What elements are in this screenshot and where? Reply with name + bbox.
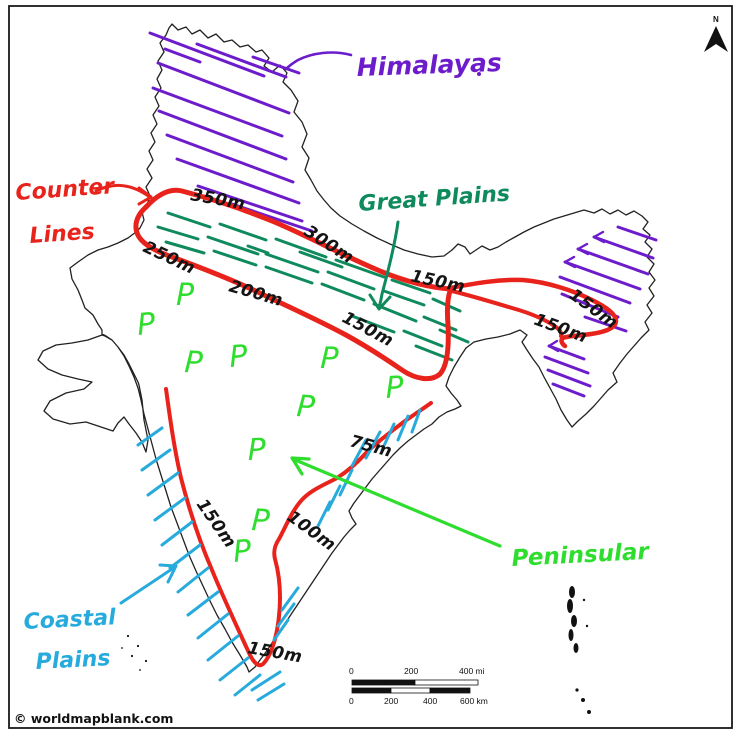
north-arrow: N <box>704 15 728 52</box>
coastal-plains-label-line1: Coastal <box>23 605 117 635</box>
plateau-p-mark: P <box>176 278 195 313</box>
great-plains-dashes <box>156 211 470 362</box>
northeast-hatch-arrowheads <box>547 230 606 353</box>
india-outline-main <box>37 23 656 673</box>
great-plains-arrow <box>368 220 400 311</box>
scale-mi-tick: 200 <box>404 666 418 676</box>
contour-plains-lower <box>133 204 453 382</box>
plateau-p-mark: P <box>184 345 205 381</box>
andaman-nicobar-islands <box>567 586 591 714</box>
scale-bar-mi-segment <box>414 679 479 686</box>
contour-lines-red <box>133 187 619 668</box>
contour-elevation-label: 100m <box>283 507 339 556</box>
himalayas-label-dot <box>477 72 481 76</box>
himalayas-label: Himalayas <box>356 48 502 82</box>
himalaya-hatch-lines <box>148 31 314 233</box>
scale-bar-km-segment <box>390 687 431 694</box>
scale-mi-tick: 400 mi <box>459 666 485 676</box>
contour-elevation-label: 200m <box>227 277 286 311</box>
contour-northeast-tongue-lower <box>450 289 564 338</box>
north-arrow-icon <box>704 26 728 52</box>
plateau-p-mark: P <box>320 341 340 377</box>
contour-elevation-label: 150m <box>409 266 467 297</box>
himalayas-connector-line <box>284 51 353 71</box>
scale-km-tick: 200 <box>384 696 398 706</box>
scale-km-tick: 600 km <box>460 696 488 706</box>
contour-elevation-label: 350m <box>189 185 247 214</box>
coastal-plains-label-line2: Plains <box>35 646 111 675</box>
coastal-plains-arrow <box>119 563 178 605</box>
plateau-p-mark: P <box>247 432 267 468</box>
plateau-p-mark: P <box>385 370 406 406</box>
counter-lines-arrow <box>94 183 153 206</box>
west-coast-hatch <box>136 426 262 697</box>
scale-bar: 0 200 400 mi 0 200 400 600 km <box>349 666 488 706</box>
plateau-p-mark: P <box>136 306 158 343</box>
north-arrow-n-label: N <box>713 15 719 24</box>
great-plains-label: Great Plains <box>358 181 511 217</box>
plateau-p-mark: P <box>295 389 316 425</box>
lakshadweep-islands <box>121 634 148 671</box>
northeast-hatch-lines <box>543 225 658 398</box>
plateau-p-marks: P P P P P P P P P P <box>136 278 406 570</box>
contour-peninsula <box>164 387 433 668</box>
scale-km-tick: 0 <box>349 696 354 706</box>
scale-mi-tick: 0 <box>349 666 354 676</box>
plateau-p-mark: P <box>251 503 272 539</box>
map-frame <box>8 5 733 729</box>
scale-bar-km-segment <box>429 687 471 694</box>
scale-bar-km-segment <box>351 687 392 694</box>
scale-bar-mi-segment <box>351 679 416 686</box>
peninsular-label: Peninsular <box>511 539 651 572</box>
map-credit: © worldmapblank.com <box>14 711 173 726</box>
peninsular-arrow <box>290 456 502 548</box>
contour-foothill-upper <box>143 187 453 292</box>
counter-lines-label-line1: Counter <box>15 174 117 206</box>
counter-lines-label-line2: Lines <box>29 219 96 248</box>
scale-km-tick: 400 <box>423 696 437 706</box>
plateau-p-mark: P <box>228 339 249 375</box>
plateau-p-mark: P <box>232 533 254 570</box>
contour-northeast-tongue-upper <box>447 277 619 349</box>
